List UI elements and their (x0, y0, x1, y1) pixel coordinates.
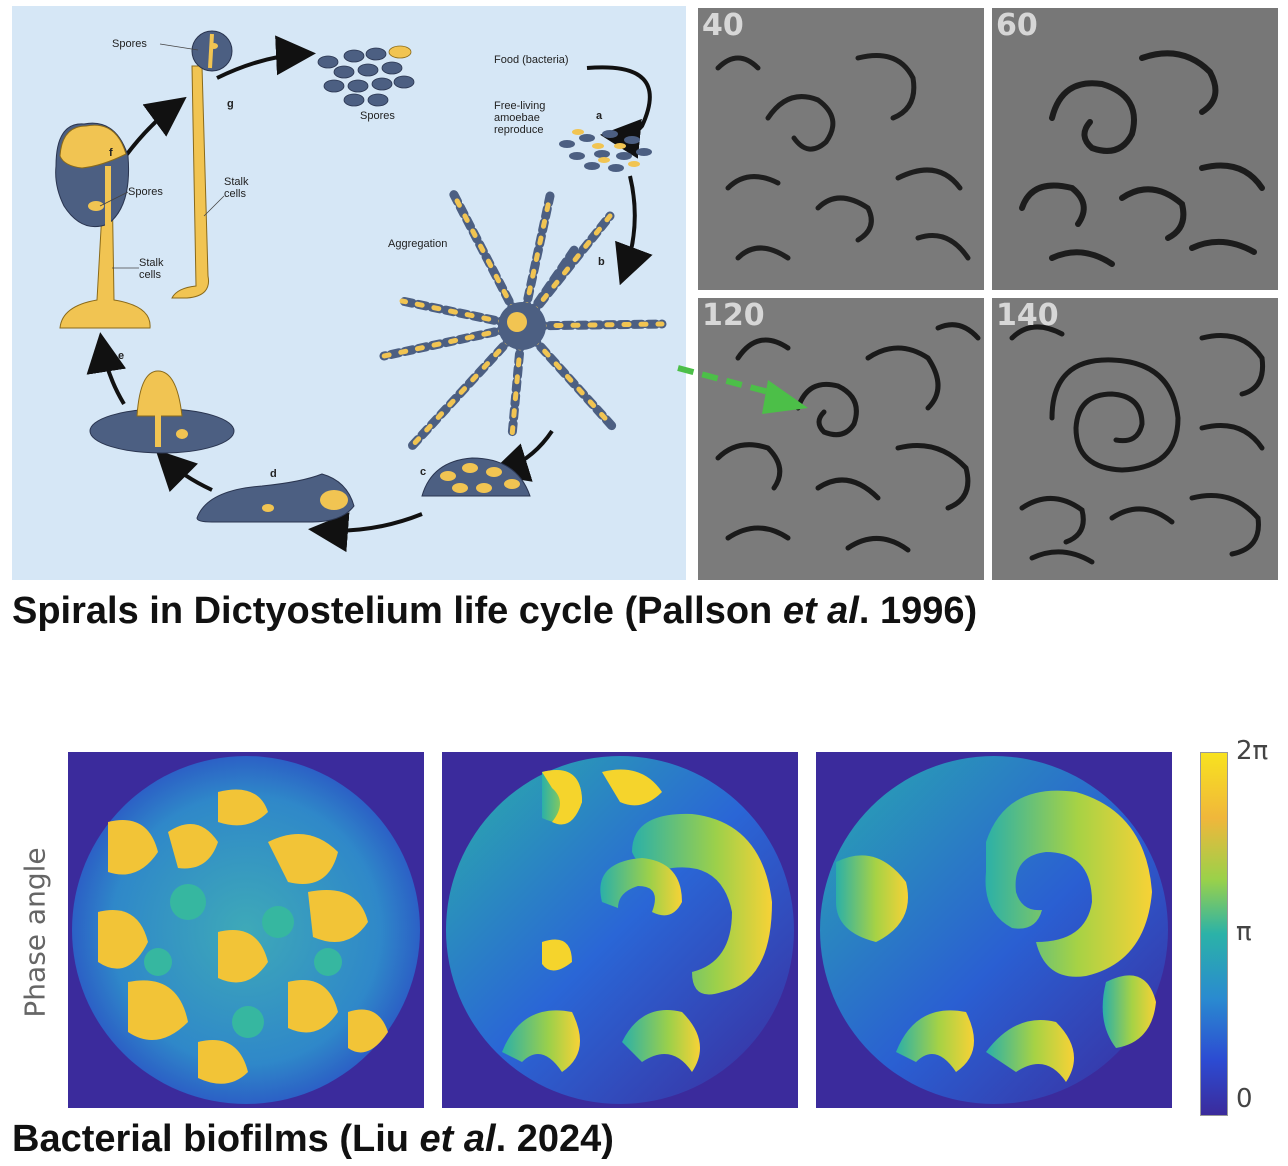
stage-b: b (598, 256, 605, 268)
label-aggregation: Aggregation (388, 238, 448, 250)
bottom-caption-prefix: Bacterial biofilms (Liu (12, 1118, 420, 1160)
colorbar-tick-2pi: 2π (1236, 736, 1269, 766)
label-stalk-cells-left-1: Stalk (139, 257, 164, 269)
top-caption-italic: et al (782, 590, 859, 632)
stage-a: a (596, 110, 603, 122)
bottom-caption-italic: et al (419, 1118, 496, 1160)
phase-map-noisy (68, 752, 424, 1108)
time-label-140: 140 (996, 298, 1059, 333)
time-label-40: 40 (702, 8, 744, 43)
label-stalk-cells-mid-1: Stalk (224, 176, 249, 188)
stage-e: e (118, 350, 125, 362)
label-spores-top: Spores (112, 38, 147, 50)
label-stalk-cells-mid-2: cells (224, 188, 247, 200)
label-spores-cluster: Spores (360, 110, 395, 122)
label-food: Food (bacteria) (494, 54, 569, 66)
micrograph-140: 140 (992, 298, 1278, 580)
phase-angle-axis-label-box: Phase angle (14, 822, 54, 1042)
label-free-living-2: amoebae (494, 112, 540, 124)
time-label-60: 60 (996, 8, 1038, 43)
top-caption-prefix: Spirals in Dictyostelium life cycle (Pal… (12, 590, 783, 632)
amoebae-cluster (559, 129, 652, 172)
label-free-living-3: reproduce (494, 124, 544, 136)
phase-panel-2 (442, 752, 798, 1108)
micrograph-60: 60 (992, 8, 1278, 290)
life-cycle-diagram: Spores Spores Food (bacteria) Free-livin… (12, 6, 686, 580)
spiral-pattern-40 (698, 8, 984, 290)
time-label-120: 120 (702, 298, 765, 333)
aggregation-star (379, 186, 667, 451)
phase-panel-3 (816, 752, 1172, 1108)
life-cycle-illustration (55, 30, 667, 553)
spiral-pattern-120 (698, 298, 984, 580)
stage-g: g (227, 98, 234, 110)
phase-panel-1 (68, 752, 424, 1108)
bottom-caption: Bacterial biofilms (Liu et al. 2024) (12, 1118, 614, 1161)
stage-f: f (109, 147, 113, 159)
phase-colorbar (1200, 752, 1228, 1116)
phase-map-mature-spirals (816, 752, 1172, 1108)
label-spores-left: Spores (128, 186, 163, 198)
colorbar-tick-pi: π (1236, 917, 1252, 947)
top-caption: Spirals in Dictyostelium life cycle (Pal… (12, 590, 977, 633)
micrograph-120: 120 (698, 298, 984, 580)
micrograph-40: 40 (698, 8, 984, 290)
green-pointer-arrow (677, 365, 808, 414)
phase-angle-ylabel: Phase angle (18, 847, 52, 1018)
label-free-living-1: Free-living (494, 100, 546, 112)
stage-d: d (270, 468, 277, 480)
colorbar-tick-zero: 0 (1236, 1084, 1253, 1114)
phase-map-spirals (442, 752, 798, 1108)
label-stalk-cells-left-2: cells (139, 269, 162, 281)
spiral-pattern-140 (992, 298, 1278, 580)
stage-c: c (420, 466, 427, 478)
spiral-pattern-60 (992, 8, 1278, 290)
top-caption-suffix: . 1996) (858, 590, 978, 632)
bottom-caption-suffix: . 2024) (495, 1118, 614, 1160)
